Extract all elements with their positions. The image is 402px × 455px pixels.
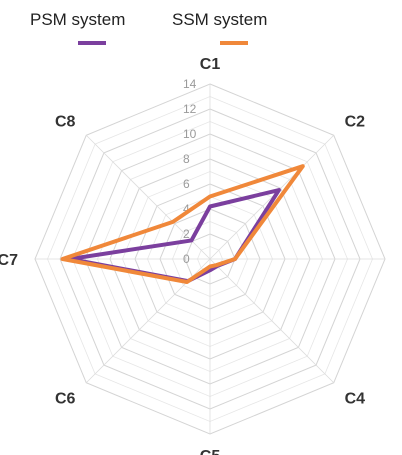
category-label-c4: C4 (345, 391, 366, 408)
axis-spoke-c8 (85, 134, 211, 260)
data-point-ssm-c7 (60, 257, 65, 261)
tick-label-0: 0 (183, 252, 190, 266)
data-point-ssm-c1 (208, 194, 212, 199)
category-label-c8: C8 (55, 113, 76, 130)
tick-label-14: 14 (183, 77, 197, 91)
data-point-psm-c2 (277, 188, 281, 192)
tick-label-6: 6 (183, 177, 190, 191)
category-label-c5: C5 (200, 448, 221, 455)
category-label-c7: C7 (0, 252, 18, 269)
data-point-ssm-c4 (214, 263, 218, 267)
radar-tick-labels: 0 2 4 6 8 10 12 14 (183, 77, 197, 266)
data-point-psm-c8 (189, 238, 194, 243)
tick-label-8: 8 (183, 152, 190, 166)
tick-label-12: 12 (183, 102, 197, 116)
data-point-ssm-c6 (185, 280, 189, 284)
legend: PSM system SSM system (30, 10, 267, 45)
tick-label-10: 10 (183, 127, 197, 141)
category-label-c6: C6 (55, 391, 76, 408)
data-point-ssm-c5 (208, 264, 212, 269)
category-label-c1: C1 (200, 56, 221, 73)
data-point-psm-c1 (208, 204, 212, 209)
data-point-ssm-c8 (171, 220, 175, 224)
legend-label-ssm-system: SSM system (172, 10, 267, 29)
legend-label-psm-system: PSM system (30, 10, 125, 29)
radar-series (60, 164, 305, 284)
data-point-ssm-c2 (301, 164, 305, 168)
tick-label-2: 2 (183, 227, 190, 241)
data-point-ssm-c3 (233, 257, 237, 261)
axis-spoke-c4 (209, 258, 335, 384)
tick-label-4: 4 (183, 202, 190, 216)
radar-axes (35, 84, 385, 434)
radar-category-labels: C1C2C3C4C5C6C7C8 (0, 56, 366, 455)
axis-spoke-c2 (209, 134, 335, 260)
category-label-c2: C2 (345, 113, 366, 130)
